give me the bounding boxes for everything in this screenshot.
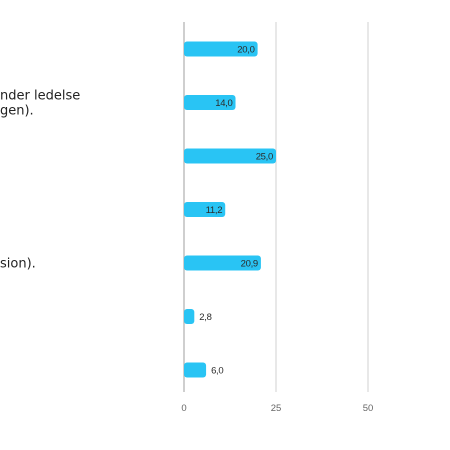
x-axis-ticks: 0 25 50 xyxy=(181,403,373,414)
category-label: nder ledelse xyxy=(0,89,80,104)
data-label: 14,0 xyxy=(215,98,232,109)
x-tick-label: 25 xyxy=(271,403,282,414)
x-tick-label: 0 xyxy=(181,403,186,414)
bar xyxy=(184,148,276,164)
bar xyxy=(184,202,226,217)
data-label: 11,2 xyxy=(206,205,223,216)
bar xyxy=(184,255,261,271)
category-label: gen). xyxy=(0,104,34,119)
category-label: sion). xyxy=(0,257,36,272)
bar xyxy=(184,95,236,110)
data-label: 25,0 xyxy=(256,152,273,163)
data-label: 20,9 xyxy=(241,259,258,270)
data-label: 20,0 xyxy=(237,45,254,56)
data-label: 2,8 xyxy=(199,312,211,323)
bars: 20,0 14,0 25,0 11,2 20,9 2,8 6,0 xyxy=(184,41,276,378)
bar xyxy=(184,362,207,378)
data-label: 6,0 xyxy=(211,366,223,377)
bar xyxy=(184,41,258,57)
x-tick-label: 50 xyxy=(363,403,374,414)
bar xyxy=(184,309,195,324)
